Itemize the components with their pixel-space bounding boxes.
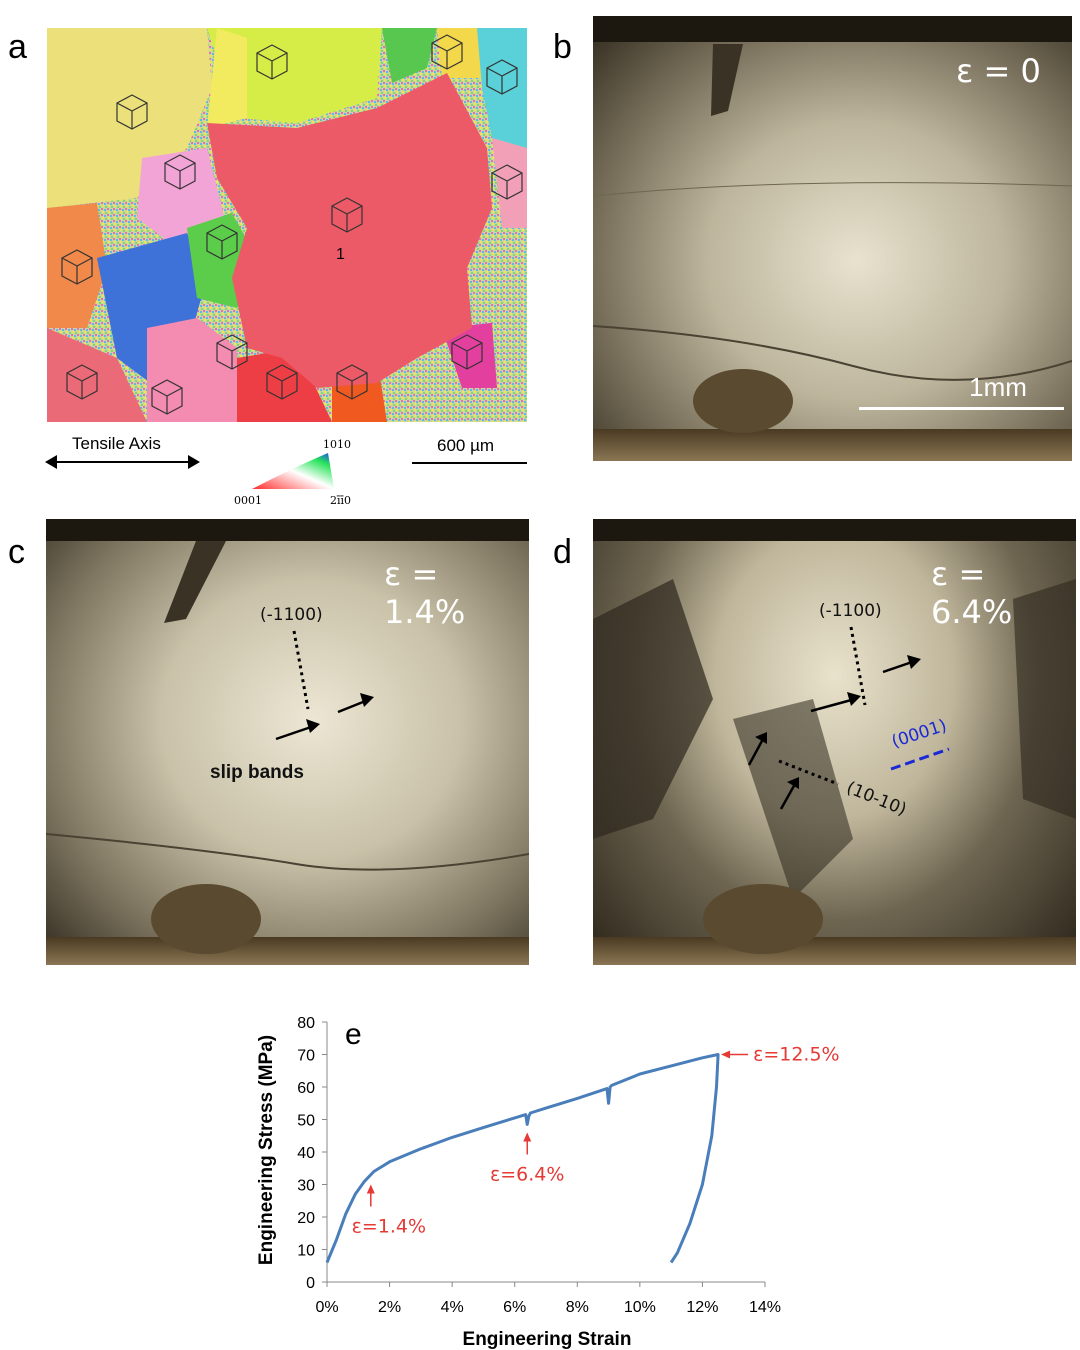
grip-edge-bottom xyxy=(593,937,1076,965)
ipf-color-key xyxy=(252,453,334,489)
panel-letter-b: b xyxy=(553,28,572,66)
scale-bar-b xyxy=(859,407,1064,410)
chart-ticks: 0 10 20 30 40 50 60 70 80 0% 2% 4% 6% 8% 10% 12% 14% xyxy=(297,1015,781,1316)
chart-series xyxy=(325,1053,720,1264)
y-tick-label: 20 xyxy=(297,1210,315,1227)
x-tick-label: 8% xyxy=(566,1299,589,1316)
panel-letter-d: d xyxy=(553,533,572,571)
annotation-label: ε=1.4% xyxy=(352,1216,426,1238)
scale-bar-label-a: 600 µm xyxy=(437,436,495,455)
panel-letter-e: e xyxy=(345,1018,362,1051)
y-tick-label: 60 xyxy=(297,1080,315,1097)
strain-label-c: ε = 1.4% xyxy=(384,555,466,631)
grip-edge-top xyxy=(593,16,1072,42)
y-tick-label: 70 xyxy=(297,1048,315,1065)
y-tick-label: 30 xyxy=(297,1178,315,1195)
grip-edge-top xyxy=(46,519,529,541)
grip-edge-bottom xyxy=(593,429,1072,461)
x-tick-label: 6% xyxy=(503,1299,526,1316)
y-tick-label: 50 xyxy=(297,1113,315,1130)
annotation-arrowhead xyxy=(366,1184,375,1194)
scale-bar-a xyxy=(412,462,527,464)
strain-label-b: ε = 0 xyxy=(956,52,1041,90)
ipf-key-right-label: 2īī0 xyxy=(330,494,352,507)
stress-strain-chart: 0 10 20 30 40 50 60 70 80 0% 2% 4% 6% 8% 10% 12% 14% ε=1… xyxy=(256,1015,840,1350)
y-tick-label: 80 xyxy=(297,1015,315,1032)
y-tick-label: 10 xyxy=(297,1243,315,1260)
tensile-axis-arrow xyxy=(45,455,200,469)
surface-features-d xyxy=(593,579,1076,954)
y-axis-label: Engineering Stress (MPa) xyxy=(256,1035,277,1265)
plane-label-c: (-1100) xyxy=(260,605,323,625)
panel-letter-c: c xyxy=(8,533,25,571)
x-axis-label: Engineering Strain xyxy=(463,1329,632,1350)
ipf-key-top-label: 1010 xyxy=(323,438,351,451)
x-tick-label: 14% xyxy=(749,1299,781,1316)
micrograph-b: ε = 0 1mm xyxy=(593,16,1072,461)
surface-features-b xyxy=(593,44,1072,433)
grip-edge-top xyxy=(593,519,1076,541)
y-tick-label: 0 xyxy=(306,1275,315,1292)
grain-number-label: 1 xyxy=(336,246,345,263)
annotation-arrowhead xyxy=(523,1132,532,1142)
micrograph-c: ε = 1.4% (-1100) slip bands xyxy=(46,519,529,965)
ipf-key-left-label: 0001 xyxy=(234,494,262,507)
y-tick-label: 40 xyxy=(297,1145,315,1162)
annotation-label: ε=12.5% xyxy=(753,1044,840,1066)
surface-features-c xyxy=(46,541,529,954)
x-tick-label: 12% xyxy=(686,1299,718,1316)
scale-bar-label-b: 1mm xyxy=(969,372,1027,402)
x-tick-label: 0% xyxy=(315,1299,338,1316)
x-tick-label: 10% xyxy=(624,1299,656,1316)
strain-label-d: ε = 6.4% xyxy=(931,555,1013,631)
grip-edge-bottom xyxy=(46,937,529,965)
annotation-label: ε=6.4% xyxy=(490,1164,564,1186)
chart-axes xyxy=(326,1022,765,1283)
panel-letter-a: a xyxy=(8,28,27,66)
stress-strain-line xyxy=(325,1053,720,1264)
chart-annotations: ε=1.4% ε=6.4% ε=12.5% xyxy=(352,1044,840,1238)
ebsd-orientation-map: 1 xyxy=(47,28,527,422)
tensile-axis-label: Tensile Axis xyxy=(72,434,161,453)
ebsd-map-graphic xyxy=(47,28,527,422)
slip-bands-label: slip bands xyxy=(210,762,304,783)
plane-label-d-1: (-1100) xyxy=(819,601,882,621)
micrograph-d: ε = 6.4% (-1100) (0001) (10-10) xyxy=(593,519,1076,965)
annotation-arrowhead xyxy=(721,1050,731,1059)
x-tick-label: 2% xyxy=(378,1299,401,1316)
x-tick-label: 4% xyxy=(441,1299,464,1316)
